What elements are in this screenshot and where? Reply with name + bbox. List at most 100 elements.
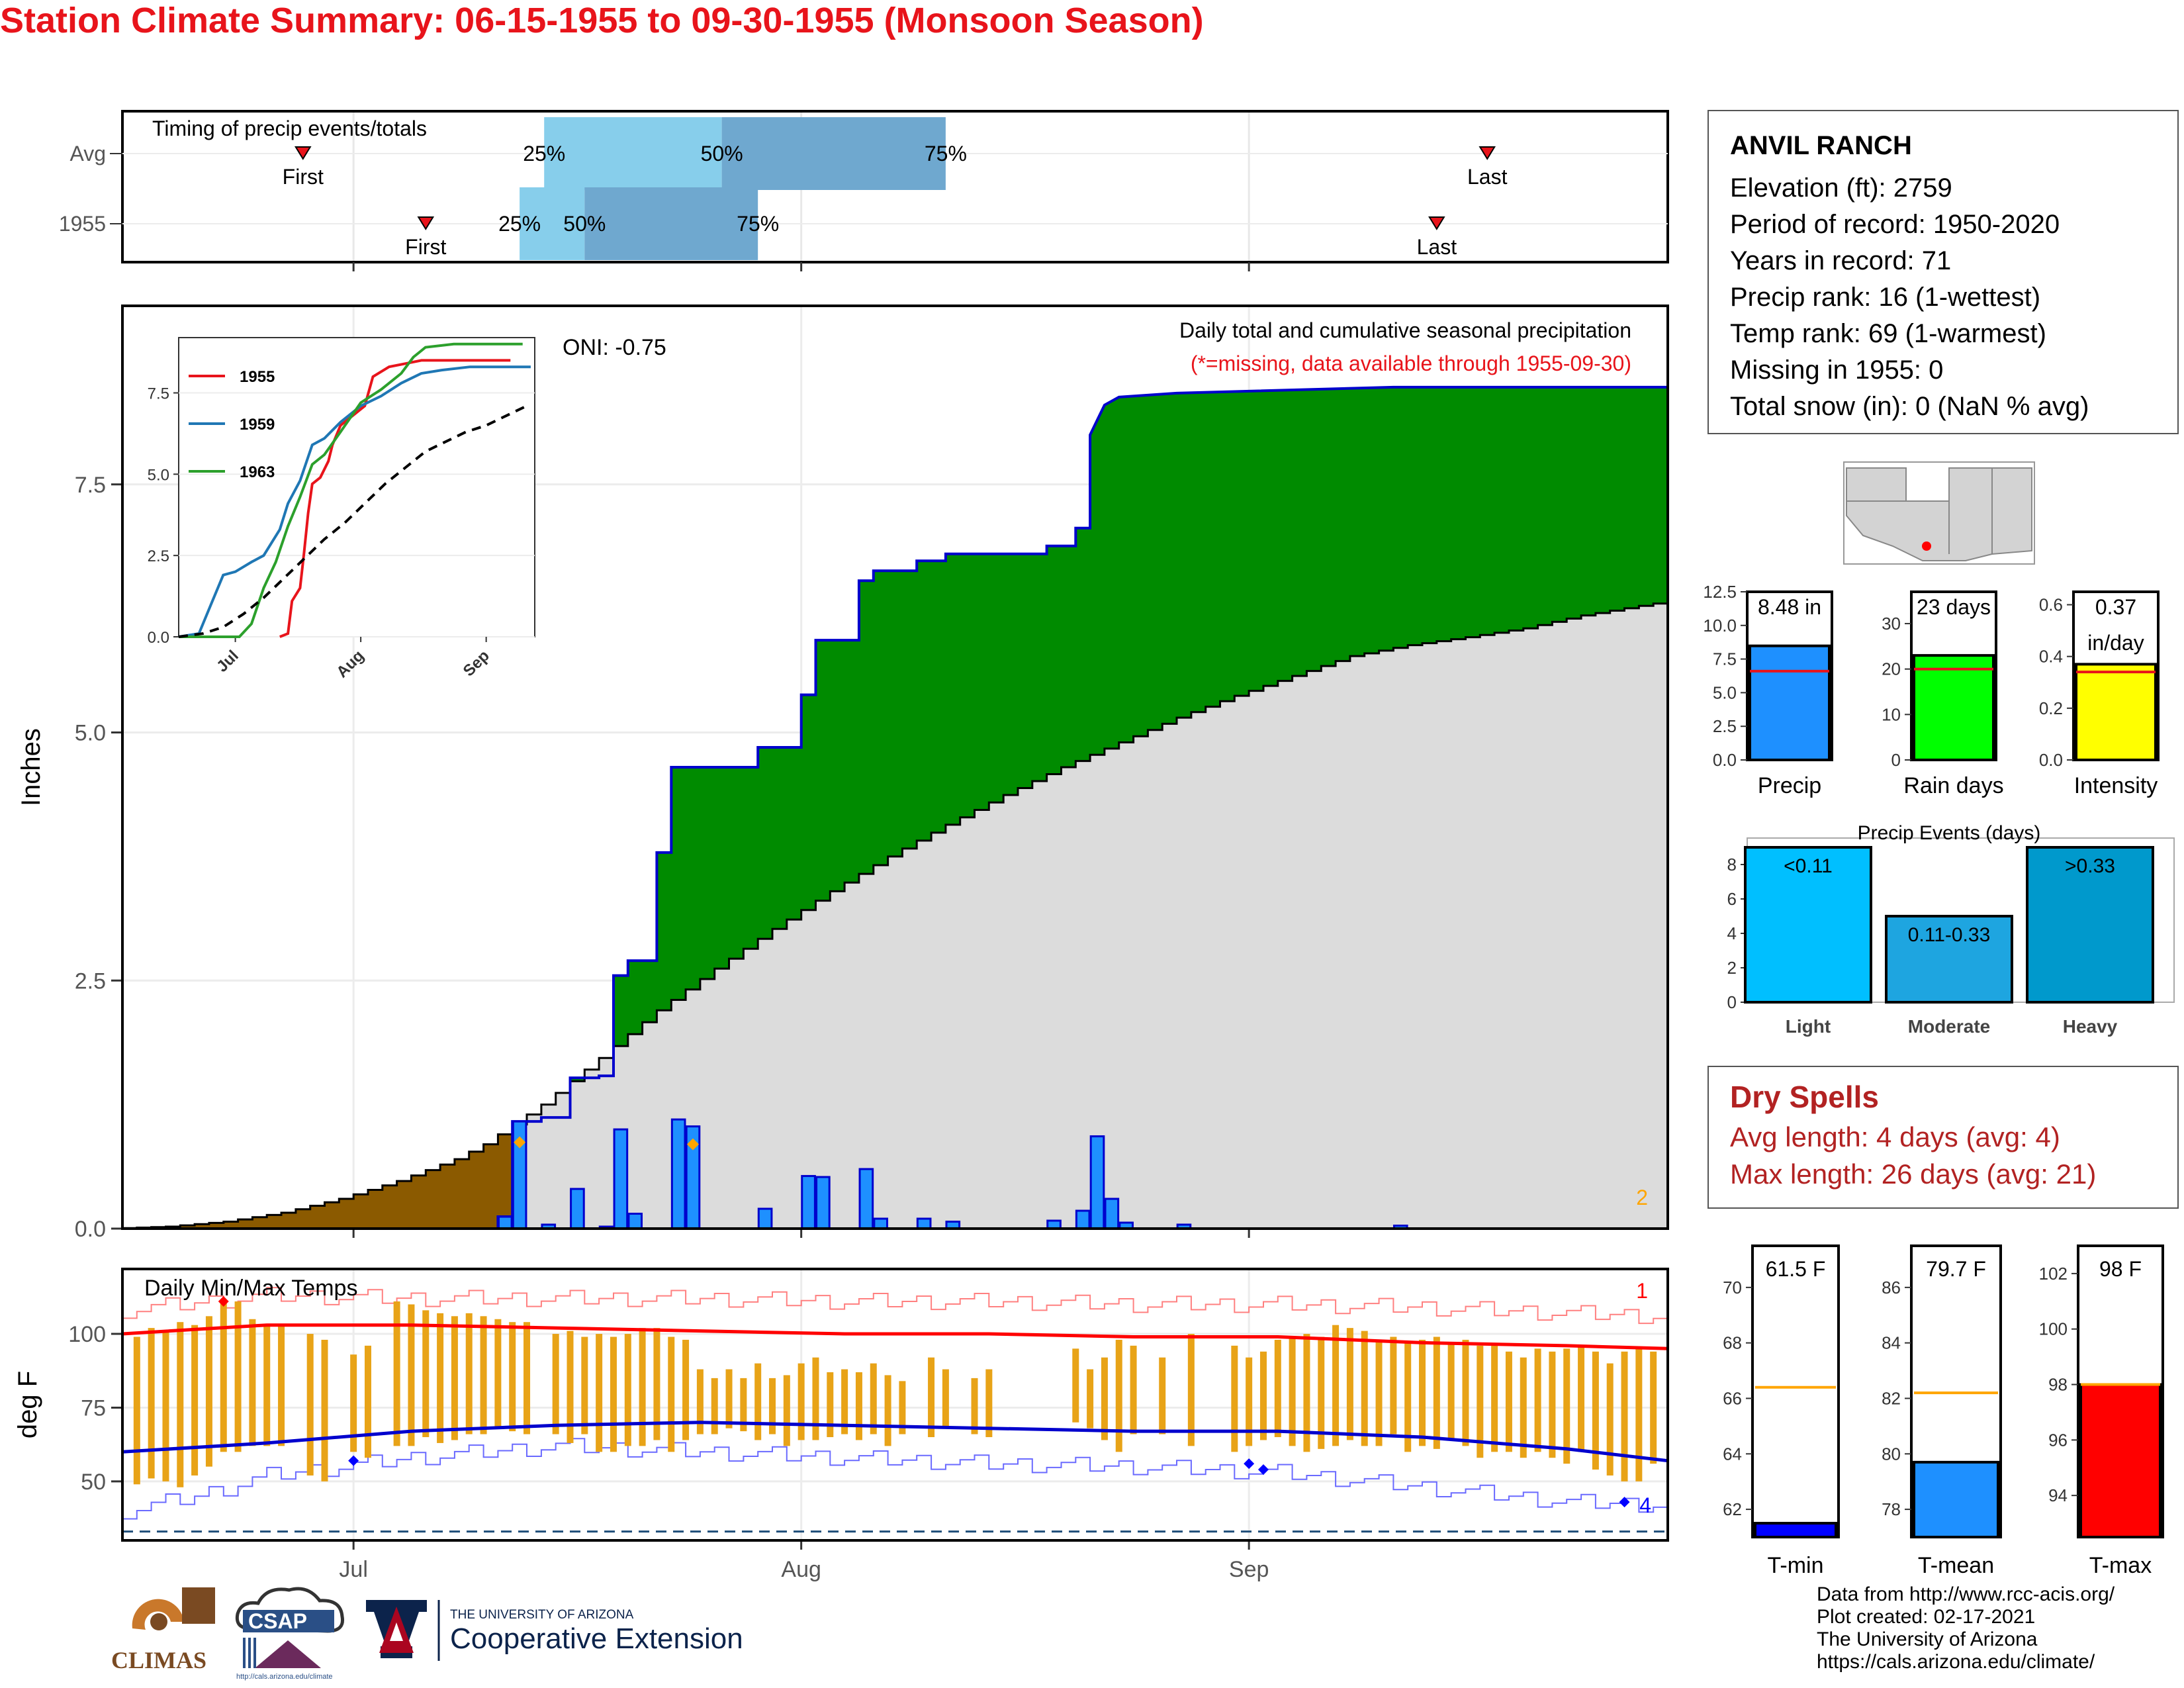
total-ytick-label: 5.0 <box>1713 682 1737 702</box>
daily-temp-range-bar <box>1491 1345 1498 1452</box>
precip-corner-count: 2 <box>1636 1186 1648 1209</box>
events-bar <box>2026 846 2154 1004</box>
station-temp-rank: Temp rank: 69 (1-warmest) <box>1730 319 2046 348</box>
temp-summary-ytick-label: 102 <box>2039 1264 2068 1284</box>
ua-small-text: THE UNIVERSITY OF ARIZONA <box>450 1608 634 1622</box>
cumulative-1955-line <box>122 385 1668 1230</box>
station-location-dot <box>1922 541 1931 551</box>
record-max-line <box>122 1287 1668 1325</box>
daily-precip-bar <box>613 1128 629 1230</box>
dry-spells-avg: Avg length: 4 days (avg: 4) <box>1730 1121 2060 1152</box>
daily-temp-range-bar <box>1187 1334 1195 1446</box>
temp-summary-ytick-label: 94 <box>2048 1485 2068 1505</box>
daily-temp-range-bar <box>610 1336 617 1452</box>
record-min-marker <box>1244 1458 1255 1470</box>
precip-ytick-label: 2.5 <box>75 968 106 994</box>
daily-temp-range-bar <box>985 1369 993 1438</box>
timing-label: Timing of precip events/totals <box>152 117 427 140</box>
daily-temp-range-bar <box>437 1313 444 1443</box>
daily-temp-range-bar <box>191 1325 199 1476</box>
precip-chart: 0.0 2.5 5.0 7.5 Inches Daily total and cumula… <box>17 305 1669 1238</box>
climas-logo-text: CLIMAS <box>111 1647 206 1673</box>
daily-precip-bar <box>570 1188 585 1230</box>
timing-first-marker <box>417 216 435 230</box>
events-bar <box>1885 915 2013 1004</box>
daily-temp-range-bar <box>696 1369 704 1434</box>
total-ytick-label: 10.0 <box>1703 616 1737 635</box>
temp-summary-ytick-label: 80 <box>1882 1444 1901 1464</box>
locator-map <box>1843 461 2035 565</box>
events-category-label: Moderate <box>1908 1016 1990 1037</box>
inset-series-line <box>279 359 511 638</box>
timing-first-marker <box>294 146 312 160</box>
timing-q50-label: 50% <box>563 212 606 236</box>
daily-temp-range-bar <box>711 1378 718 1434</box>
temp-summary-ytick-label: 84 <box>1882 1333 1901 1353</box>
inset-series-line <box>179 342 523 638</box>
timing-row-label: Avg <box>69 142 106 165</box>
daily-temp-range-bar <box>841 1369 848 1434</box>
daily-precip-bar <box>916 1217 932 1230</box>
temp-ytick-label: 75 <box>81 1395 106 1421</box>
daily-temp-range-bar <box>1346 1328 1353 1440</box>
temp-summary-name: T-max <box>2089 1553 2152 1578</box>
timing-q75-label: 75% <box>925 142 967 165</box>
timing-q50-label: 50% <box>701 142 743 165</box>
csap-logo: CSAP http://cals.arizona.edu/climate <box>235 1587 345 1681</box>
page-title: Station Climate Summary: 06-15-1955 to 0… <box>0 1 1204 40</box>
daily-temp-range-bar <box>1332 1325 1340 1446</box>
credits-university: The University of Arizona <box>1817 1628 2038 1650</box>
daily-temp-range-bar <box>1578 1345 1585 1452</box>
daily-temp-range-bar <box>1635 1348 1643 1481</box>
temp-corner-bottom: 4 <box>1639 1493 1651 1517</box>
daily-temp-range-bar <box>942 1369 949 1429</box>
daily-precip-bar <box>1075 1209 1091 1230</box>
inset-legend-label: 1959 <box>240 416 275 434</box>
daily-precip-bar <box>1089 1135 1105 1230</box>
dry-spells-box: Dry Spells Avg length: 4 days (avg: 4) M… <box>1707 1066 2179 1209</box>
daily-precip-bar <box>670 1118 686 1230</box>
inset-ytick-label: 2.5 <box>148 547 169 565</box>
daily-temp-range-bar <box>1520 1357 1527 1458</box>
temp-summary-ytick-label: 98 <box>2048 1375 2068 1395</box>
daily-temp-range-bar <box>148 1328 155 1479</box>
station-years: Years in record: 71 <box>1730 246 1952 275</box>
daily-temp-range-bar <box>1101 1357 1108 1440</box>
daily-temp-range-bar <box>393 1301 400 1446</box>
inset-frame <box>178 337 535 637</box>
daily-temp-range-bar <box>581 1336 588 1434</box>
total-bar <box>2075 663 2157 761</box>
temp-chart: 50 75 100 Jul Aug Sep Daily Min/Max Temps 1 4 deg… <box>13 1268 1669 1582</box>
daily-temp-range-bar <box>205 1316 212 1467</box>
daily-temp-range-bar <box>1303 1334 1310 1452</box>
inset-ytick-label: 7.5 <box>148 385 169 403</box>
precip-record-marker <box>514 1136 526 1149</box>
avg-min-line <box>122 1421 1668 1463</box>
events-bar <box>1744 846 1872 1004</box>
record-min-marker <box>348 1455 359 1466</box>
events-bar-label: <0.11 <box>1784 855 1833 877</box>
temp-summary-ytick-label: 78 <box>1882 1499 1901 1519</box>
daily-temp-range-bar <box>899 1381 906 1434</box>
daily-temp-range-bar <box>350 1354 357 1452</box>
station-name: ANVIL RANCH <box>1730 131 1912 160</box>
daily-temp-range-bar <box>827 1372 834 1438</box>
daily-temp-range-bar <box>624 1334 631 1446</box>
total-ytick-label: 0.4 <box>2039 647 2063 667</box>
daily-temp-range-bar <box>567 1331 574 1443</box>
events-ytick-label: 4 <box>1727 923 1737 943</box>
daily-temp-range-bar <box>1390 1336 1397 1434</box>
temp-summary-ytick-label: 82 <box>1882 1388 1901 1408</box>
temp-summary-value-label: 79.7 F <box>1926 1257 1986 1281</box>
inset-ytick-label: 0.0 <box>148 629 169 647</box>
daily-temp-range-bar <box>1621 1351 1628 1481</box>
station-period: Period of record: 1950-2020 <box>1730 210 2060 239</box>
daily-temp-range-bar <box>1087 1369 1094 1429</box>
precip-events-chart: Precip Events (days) 0 2 4 6 8 <0.11 Light 0.11-… <box>1727 822 2175 1037</box>
daily-temp-range-bar <box>1433 1336 1440 1449</box>
events-ytick-label: 6 <box>1727 889 1737 909</box>
events-category-label: Light <box>1786 1016 1831 1037</box>
timing-q25-label: 25% <box>498 212 541 236</box>
total-value-unit: in/day <box>2087 631 2144 655</box>
daily-temp-range-bar <box>1274 1339 1281 1438</box>
